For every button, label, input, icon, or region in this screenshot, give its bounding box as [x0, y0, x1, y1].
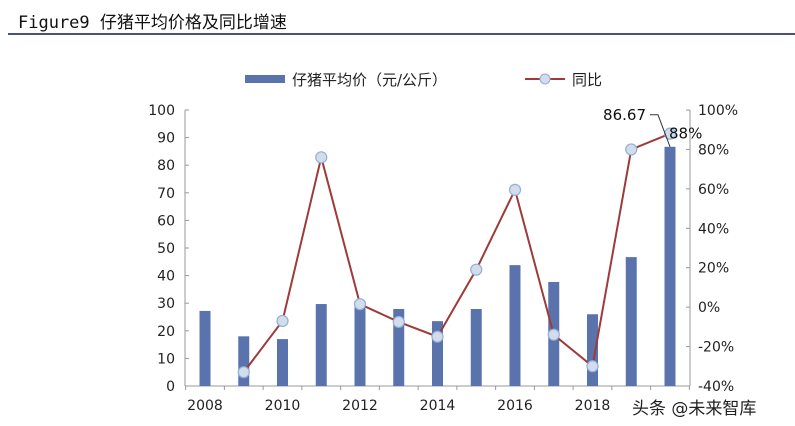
yoy-point-2014	[431, 330, 444, 343]
watermark: 头条 @未来智库	[632, 399, 757, 419]
yoy-point-2010	[276, 314, 289, 328]
bar-2019	[625, 257, 637, 386]
line-data-label: 88%	[669, 125, 702, 143]
bar-2010	[277, 339, 288, 386]
x-tick-label: 2010	[265, 398, 301, 414]
legend-line-marker	[539, 73, 551, 85]
x-tick-label: 2018	[575, 398, 611, 414]
left-tick-label: 100	[148, 103, 175, 119]
right-tick-label: 0%	[698, 300, 720, 316]
right-tick-label: -40%	[698, 379, 734, 395]
left-tick-label: 40	[157, 269, 175, 285]
left-tick-label: 80	[157, 158, 175, 174]
bar-2012	[354, 300, 366, 386]
bar-2018	[587, 314, 598, 386]
bar-2014	[432, 321, 443, 386]
right-tick-label: 20%	[698, 261, 729, 277]
title-divider	[8, 33, 795, 35]
left-tick-label: 50	[157, 241, 175, 257]
yoy-point-2015	[470, 263, 483, 276]
yoy-point-2017	[547, 328, 560, 341]
left-tick-label: 0	[166, 379, 175, 395]
yoy-point-2012	[353, 298, 367, 311]
left-tick-label: 30	[157, 296, 175, 312]
bar-2015	[470, 308, 482, 386]
bar-2013	[393, 308, 405, 386]
yoy-line	[242, 132, 671, 373]
yoy-point-2013	[392, 315, 405, 329]
label-leader-line	[650, 114, 671, 147]
right-tick-label: 80%	[698, 142, 729, 158]
right-tick-label: 40%	[698, 221, 729, 237]
left-tick-label: 60	[157, 213, 175, 229]
yoy-point-2011	[315, 151, 328, 164]
chart-title: Figure9 仔猪平均价格及同比增速	[18, 13, 287, 33]
bar-2020	[664, 146, 676, 386]
bar-2008	[199, 310, 211, 386]
right-tick-label: 60%	[698, 182, 729, 198]
yoy-point-2018	[586, 360, 599, 373]
yoy-point-2016	[508, 183, 522, 196]
right-tick-label: -20%	[698, 340, 734, 356]
yoy-point-2019	[625, 143, 638, 156]
x-tick-label: 2016	[497, 398, 533, 414]
legend-bar-label: 仔猪平均价（元/公斤）	[292, 71, 447, 89]
x-tick-label: 2008	[187, 398, 223, 414]
bar-2011	[315, 304, 327, 386]
left-tick-label: 10	[157, 351, 175, 367]
bar-2016	[509, 265, 521, 386]
legend-bar-swatch	[245, 75, 285, 83]
bar-2009	[238, 336, 250, 386]
yoy-point-2009	[237, 366, 250, 379]
left-tick-label: 70	[157, 186, 175, 202]
right-tick-label: 100%	[698, 103, 738, 119]
bar-data-label: 86.67	[603, 106, 646, 124]
x-tick-label: 2014	[420, 398, 456, 414]
legend-line-label: 同比	[572, 71, 602, 89]
x-tick-label: 2012	[342, 398, 378, 414]
left-tick-label: 20	[157, 324, 175, 340]
yoy-point-2020	[663, 127, 677, 140]
left-tick-label: 90	[157, 131, 175, 147]
